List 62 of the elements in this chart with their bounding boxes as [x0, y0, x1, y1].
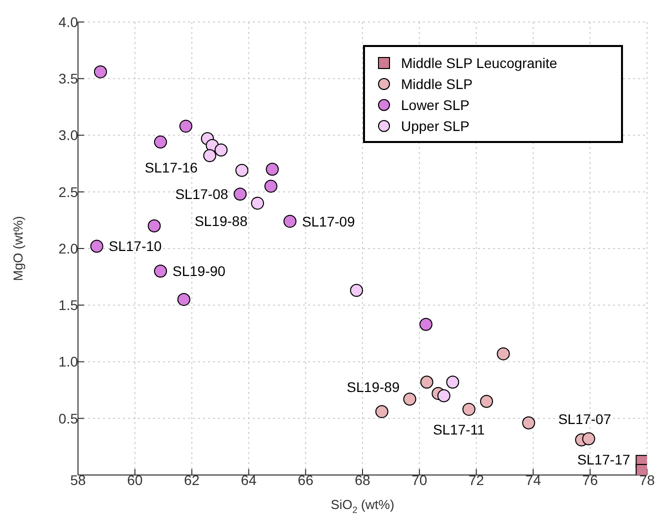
point — [179, 120, 192, 133]
point — [177, 292, 190, 306]
annotation: SL19-88 — [194, 213, 248, 230]
annotation: SL19-89 — [346, 379, 400, 396]
point — [148, 219, 161, 232]
point — [375, 405, 388, 418]
annotation: SL17-08 — [175, 186, 228, 202]
annotation: SL19-90 — [172, 263, 226, 280]
point — [154, 136, 168, 149]
x-tick-label: 62 — [184, 472, 200, 488]
point — [214, 143, 228, 156]
y-tick-label: 4.0 — [58, 14, 78, 30]
x-tick-label: 68 — [354, 472, 370, 488]
y-tick-label: 3.5 — [58, 70, 78, 87]
point — [251, 196, 264, 210]
point — [90, 240, 104, 253]
point — [350, 284, 364, 297]
point — [446, 376, 460, 389]
legend-label: Lower SLP — [401, 96, 470, 112]
x-tick-label: 70 — [412, 472, 428, 488]
x-tick-label: 72 — [468, 472, 484, 488]
annotation: SL17-10 — [108, 238, 162, 254]
point — [234, 188, 247, 201]
y-tick-label: 1.0 — [58, 354, 78, 370]
y-tick-label: 2.5 — [58, 184, 78, 200]
point — [420, 376, 434, 389]
point — [496, 347, 510, 360]
point — [522, 416, 536, 430]
y-axis-title: MgO (wt%) — [10, 216, 26, 281]
annotation: SL17-07 — [558, 410, 612, 427]
point — [235, 164, 248, 177]
y-tick-label: 2.0 — [58, 240, 78, 256]
annotation: SL17-09 — [302, 213, 356, 230]
annotation: SL17-11 — [432, 421, 486, 438]
x-tick-label: 78 — [639, 472, 655, 488]
point — [154, 264, 168, 278]
x-tick-label: 66 — [298, 472, 314, 488]
point — [419, 318, 432, 331]
x-axis-title: SiO$_{2}$ (wt%) — [330, 497, 394, 515]
x-tick-label: 76 — [582, 472, 598, 488]
point — [266, 162, 279, 176]
legend-label: Upper SLP — [401, 118, 470, 134]
point — [94, 65, 107, 78]
legend-label: Middle SLP Leucogranite — [401, 54, 558, 70]
x-tick-label: 60 — [127, 472, 143, 488]
point — [203, 149, 216, 162]
point — [462, 402, 476, 416]
point — [480, 394, 494, 408]
x-tick-label: 64 — [240, 472, 257, 488]
legend-label: Middle SLP — [401, 76, 473, 92]
y-tick-label: 0.5 — [58, 410, 78, 426]
annotation: SL17-17 — [577, 451, 630, 468]
point — [283, 214, 296, 228]
point — [582, 432, 596, 446]
point — [437, 389, 450, 402]
point — [264, 180, 278, 193]
annotation: SL17-16 — [144, 160, 198, 176]
point — [403, 392, 416, 406]
x-tick-label: 74 — [525, 472, 542, 488]
y-tick-label: 1.5 — [58, 297, 78, 314]
x-tick-label: 58 — [70, 472, 86, 488]
y-tick-label: 3.0 — [58, 127, 78, 144]
